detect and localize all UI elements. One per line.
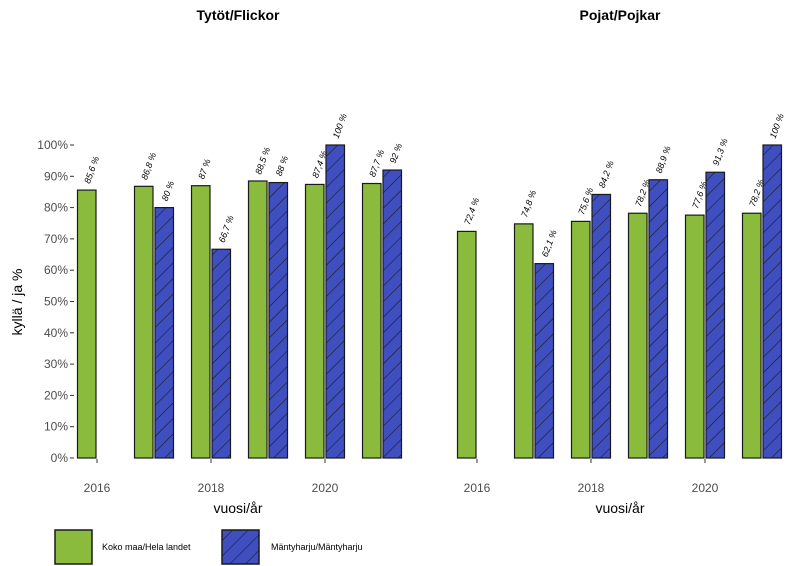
bar-national <box>76 189 97 459</box>
bar-national <box>741 212 762 459</box>
data-label: 100 % <box>768 112 786 139</box>
bar-local <box>325 144 346 459</box>
data-label: 84,2 % <box>597 159 616 189</box>
bar-local <box>211 248 232 459</box>
data-label: 88 % <box>274 155 290 178</box>
panel-title-girls: Tytöt/Flickor <box>197 7 281 23</box>
bar-national <box>361 182 382 459</box>
y-axis-label: kyllä / ja % <box>9 269 25 336</box>
legend-label-national: Koko maa/Hela landet <box>102 542 191 552</box>
bar-national <box>247 180 268 459</box>
bar-national <box>133 185 154 459</box>
x-tick-label: 2016 <box>464 481 491 495</box>
y-tick-label: 80% <box>44 201 68 215</box>
y-tick-label: 10% <box>44 420 68 434</box>
data-label: 92 % <box>388 142 404 165</box>
panel-title-boys: Pojat/Pojkar <box>580 7 661 23</box>
data-label: 91,3 % <box>711 137 730 167</box>
bar-local <box>268 181 289 459</box>
data-label: 66,7 % <box>217 214 236 244</box>
y-tick-label: 90% <box>44 169 68 183</box>
y-tick-label: 100% <box>37 138 68 152</box>
bar-national <box>456 230 477 459</box>
data-label: 62,1 % <box>540 229 559 259</box>
legend-swatch-national <box>54 529 93 565</box>
bar-national <box>513 223 534 459</box>
y-tick-label: 20% <box>44 388 68 402</box>
bar-national <box>304 183 325 459</box>
bar-local <box>382 169 403 459</box>
x-axis-label-girls: vuosi/år <box>213 500 262 516</box>
bar-local <box>705 171 726 459</box>
data-label: 88,5 % <box>253 146 272 176</box>
x-tick-label: 2016 <box>84 481 111 495</box>
bar-national <box>684 214 705 459</box>
bar-national <box>627 212 648 459</box>
bar-local <box>154 207 175 459</box>
bar-local <box>762 144 783 459</box>
x-tick-label: 2020 <box>692 481 719 495</box>
legend-label-local: Mäntyharju/Mäntyharju <box>271 542 363 552</box>
bar-national <box>570 220 591 459</box>
y-tick-label: 30% <box>44 357 68 371</box>
x-axis-label-boys: vuosi/år <box>595 500 644 516</box>
y-tick-label: 40% <box>44 326 68 340</box>
y-tick-label: 60% <box>44 263 68 277</box>
x-tick-label: 2018 <box>198 481 225 495</box>
bar-local <box>591 193 612 459</box>
data-label: 80 % <box>160 180 176 203</box>
bar-local <box>648 179 669 459</box>
y-tick-label: 50% <box>44 295 68 309</box>
x-tick-label: 2018 <box>578 481 605 495</box>
bar-national <box>190 185 211 459</box>
data-label: 86,8 % <box>139 151 158 181</box>
data-label: 87 % <box>196 158 212 181</box>
data-label: 85,6 % <box>82 155 101 185</box>
bar-local <box>534 263 555 459</box>
x-tick-label: 2020 <box>312 481 339 495</box>
data-label: 100 % <box>331 112 349 139</box>
legend: Koko maa/Hela landet Mäntyharju/Mäntyhar… <box>54 529 363 565</box>
data-label: 88,9 % <box>654 145 673 175</box>
y-tick-label: 70% <box>44 232 68 246</box>
legend-swatch-local <box>221 529 260 565</box>
data-label: 74,8 % <box>519 189 538 219</box>
data-label: 72,4 % <box>462 196 481 226</box>
y-tick-label: 0% <box>51 451 69 465</box>
panel-girls: 0% 10% 20% 30% 40% 50% 60% 70% 80% 90% 100% 2016 201… <box>37 112 404 495</box>
